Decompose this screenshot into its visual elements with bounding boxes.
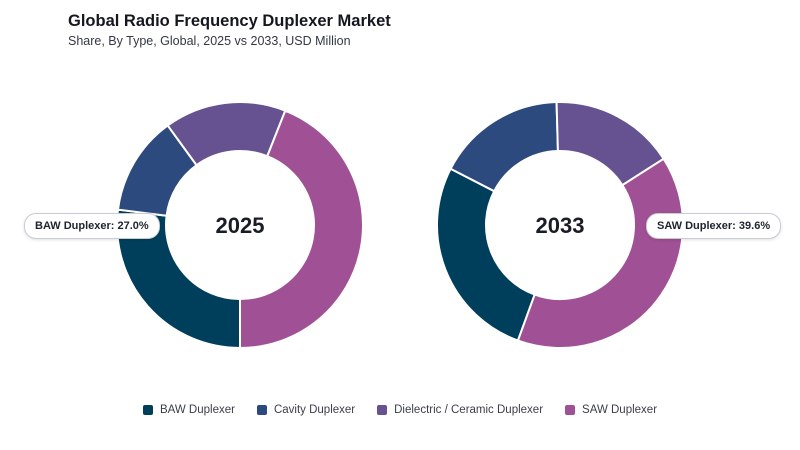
donut-2025: 2025: [116, 101, 365, 350]
callout-saw-2033: SAW Duplexer: 39.6%: [646, 213, 782, 239]
slice-2033-baw-duplexer[interactable]: [436, 167, 536, 342]
legend-swatch-cavity: [256, 405, 267, 415]
legend-item-baw[interactable]: BAW Duplexer: [142, 404, 235, 416]
legend: BAW Duplexer Cavity Duplexer Dielectric …: [0, 404, 800, 416]
legend-label-baw: BAW Duplexer: [159, 404, 235, 416]
legend-label-saw: SAW Duplexer: [582, 404, 658, 416]
slice-2033-cavity-duplexer[interactable]: [449, 101, 559, 193]
legend-swatch-dielectric: [377, 405, 388, 415]
chart-title: Global Radio Frequency Duplexer Market: [68, 12, 391, 30]
legend-item-saw[interactable]: SAW Duplexer: [565, 404, 657, 416]
legend-swatch-saw: [565, 405, 576, 415]
callout-baw-2025: BAW Duplexer: 27.0%: [24, 213, 160, 239]
slice-2025-saw-duplexer[interactable]: [239, 109, 365, 350]
legend-item-cavity[interactable]: Cavity Duplexer: [256, 404, 356, 416]
donut-center-label-2033: 2033: [536, 213, 585, 238]
legend-swatch-baw: [142, 405, 153, 415]
legend-label-dielectric: Dielectric / Ceramic Duplexer: [394, 404, 544, 416]
legend-item-dielectric[interactable]: Dielectric / Ceramic Duplexer: [377, 404, 543, 416]
slice-2033-saw-duplexer[interactable]: [516, 157, 684, 349]
donut-2033: 2033: [436, 101, 684, 349]
legend-label-cavity: Cavity Duplexer: [273, 404, 356, 416]
chart-subtitle: Share, By Type, Global, 2025 vs 2033, US…: [68, 34, 351, 48]
donut-center-label-2025: 2025: [216, 213, 265, 238]
